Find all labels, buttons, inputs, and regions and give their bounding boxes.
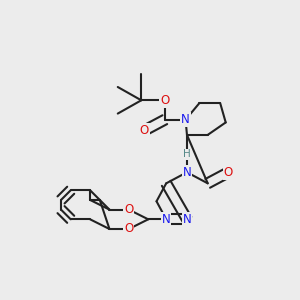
Text: O: O — [160, 94, 170, 107]
Text: N: N — [181, 113, 190, 126]
Text: O: O — [124, 223, 134, 236]
Text: O: O — [124, 203, 134, 216]
Text: N: N — [183, 213, 191, 226]
Text: N: N — [183, 166, 191, 179]
Text: O: O — [224, 166, 233, 179]
Text: H: H — [183, 149, 191, 159]
Text: N: N — [162, 213, 171, 226]
Text: O: O — [140, 124, 149, 137]
